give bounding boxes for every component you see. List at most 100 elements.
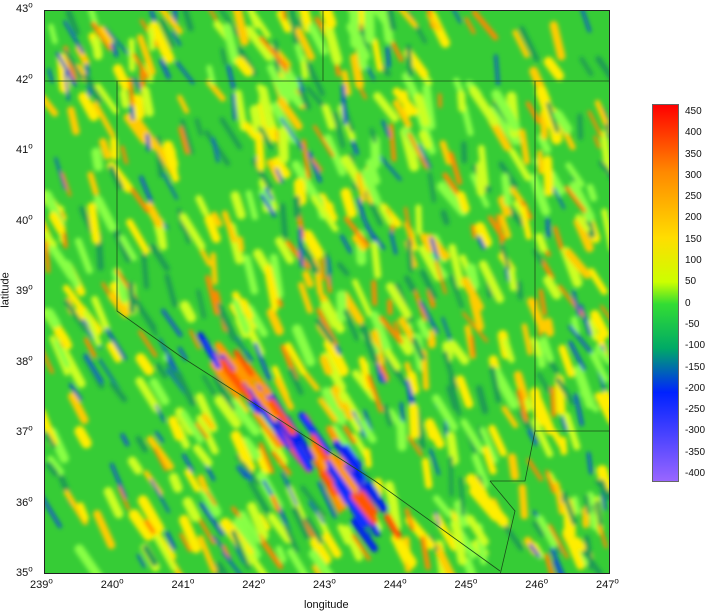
anomaly-stripe [106, 341, 123, 363]
anomaly-stripe [295, 27, 315, 61]
anomaly-stripe [375, 361, 383, 383]
anomaly-stripe [333, 111, 345, 149]
anomaly-stripe [103, 26, 129, 55]
anomaly-stripe [420, 535, 431, 571]
anomaly-stripe [370, 135, 381, 169]
anomaly-stripe [461, 276, 484, 312]
anomaly-stripe [165, 360, 186, 387]
anomaly-stripe [340, 291, 365, 325]
anomaly-stripe [369, 127, 377, 143]
anomaly-stripe [586, 183, 598, 202]
anomaly-stripe [301, 139, 311, 180]
anomaly-stripe [594, 344, 609, 365]
anomaly-stripe [247, 502, 269, 541]
anomaly-stripe [232, 517, 262, 560]
anomaly-stripe [319, 472, 339, 497]
anomaly-stripe [145, 133, 151, 152]
x-tick-label: 239o [30, 576, 53, 591]
anomaly-stripe [119, 234, 138, 262]
anomaly-stripe [287, 548, 308, 573]
anomaly-stripe [404, 206, 414, 247]
anomaly-stripe [518, 128, 531, 165]
anomaly-stripe [204, 214, 221, 244]
anomaly-stripe [434, 511, 441, 526]
anomaly-stripe [385, 282, 412, 319]
y-tick-label: 35o [16, 564, 33, 579]
anomaly-stripe [112, 64, 131, 91]
anomaly-stripe [561, 491, 577, 526]
anomaly-stripe [330, 385, 348, 410]
anomaly-stripe [289, 11, 299, 45]
anomaly-stripe [356, 198, 366, 221]
anomaly-stripe [564, 185, 587, 213]
border-line [116, 81, 501, 572]
anomaly-stripe [358, 490, 378, 516]
anomaly-stripe [293, 178, 307, 206]
anomaly-stripe [206, 64, 216, 85]
anomaly-stripe [500, 243, 511, 270]
anomaly-stripe [568, 340, 586, 371]
anomaly-stripe [537, 133, 552, 154]
anomaly-stripe [177, 94, 190, 114]
anomaly-stripe [426, 289, 436, 309]
anomaly-stripe [370, 241, 382, 279]
anomaly-stripe [382, 404, 393, 427]
anomaly-stripe [221, 551, 241, 573]
anomaly-stripe [326, 487, 342, 514]
anomaly-stripe [310, 443, 328, 471]
colorbar-tick-label: 250 [685, 191, 702, 203]
anomaly-stripe [497, 195, 512, 217]
anomaly-stripe [351, 534, 371, 561]
anomaly-stripe [336, 290, 348, 323]
colorbar-tick-label: 100 [685, 255, 702, 267]
anomaly-stripe [91, 36, 103, 60]
anomaly-stripe [242, 254, 259, 295]
anomaly-stripe [553, 109, 573, 134]
anomaly-stripe [232, 358, 254, 389]
anomaly-stripe [535, 86, 559, 131]
anomaly-stripe [291, 439, 314, 472]
anomaly-stripe [247, 552, 268, 573]
anomaly-stripe [542, 155, 554, 197]
anomaly-stripe [138, 330, 158, 358]
anomaly-stripe [59, 347, 86, 388]
anomaly-stripe [141, 253, 149, 290]
anomaly-stripe [257, 126, 274, 150]
anomaly-stripe [390, 533, 417, 568]
anomaly-stripe [599, 130, 609, 175]
anomaly-stripe [136, 34, 156, 76]
anomaly-stripe [519, 25, 540, 63]
anomaly-stripe [236, 465, 248, 479]
anomaly-stripe [600, 305, 609, 320]
anomaly-stripe [363, 481, 388, 513]
anomaly-stripe [276, 11, 292, 33]
anomaly-stripe [579, 56, 594, 77]
anomaly-stripe [433, 495, 453, 518]
anomaly-stripe [220, 47, 227, 66]
anomaly-stripe [295, 431, 315, 461]
anomaly-stripe [136, 554, 146, 568]
anomaly-stripe [233, 349, 255, 377]
anomaly-stripe [418, 130, 432, 150]
anomaly-stripe [355, 172, 366, 203]
colorbar-tick-label: -100 [685, 340, 705, 352]
anomaly-stripe [258, 442, 275, 474]
anomaly-stripe [298, 227, 304, 268]
anomaly-stripe [48, 23, 58, 45]
anomaly-stripe [516, 389, 529, 422]
anomaly-stripe [358, 419, 377, 444]
anomaly-stripe [299, 11, 314, 33]
anomaly-stripe [411, 337, 426, 361]
anomaly-stripe [237, 236, 245, 253]
anomaly-stripe [275, 236, 295, 265]
anomaly-stripe [507, 266, 518, 292]
anomaly-stripe [448, 456, 454, 497]
anomaly-stripe [63, 49, 84, 80]
anomaly-stripe [584, 534, 594, 570]
anomaly-stripe [63, 20, 85, 54]
anomaly-stripe [180, 118, 194, 155]
anomaly-stripe [123, 113, 149, 145]
anomaly-stripe [277, 77, 304, 107]
anomaly-stripe [297, 86, 311, 110]
anomaly-stripe [311, 564, 321, 573]
